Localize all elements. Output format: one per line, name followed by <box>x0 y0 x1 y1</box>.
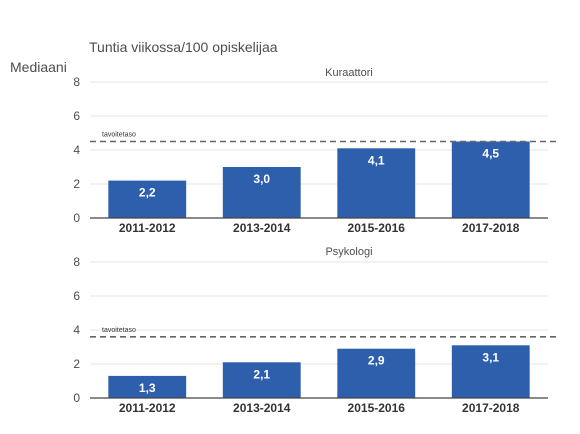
bar <box>222 362 301 398</box>
bar-value-label: 2,2 <box>139 186 156 200</box>
y-tick-label: 4 <box>73 143 80 157</box>
bar-value-label: 1,3 <box>139 381 156 395</box>
chart-panel: Psykologi 0 2 4 6 8 1,3 2011-2012 2,1 2013-2014 2,… <box>73 246 558 415</box>
y-tick-label: 4 <box>73 323 80 337</box>
bar <box>108 375 187 398</box>
y-tick-label: 2 <box>73 177 80 191</box>
y-tick-label: 0 <box>73 211 80 225</box>
x-tick-label: 2017-2018 <box>462 221 520 235</box>
bar-value-label: 4,5 <box>482 147 499 161</box>
target-line-label: tavoitetaso <box>102 327 136 334</box>
bar-value-label: 4,1 <box>368 153 385 167</box>
bar-value-label: 2,1 <box>253 367 270 381</box>
y-tick-label: 8 <box>73 75 80 89</box>
y-axis-label: Mediaani <box>10 59 67 75</box>
bar-value-label: 2,9 <box>368 354 385 368</box>
target-line-label: tavoitetaso <box>102 132 136 139</box>
x-tick-label: 2011-2012 <box>119 221 176 235</box>
y-tick-label: 2 <box>73 357 80 371</box>
bar <box>451 345 530 398</box>
chart-panel: Kuraattori 0 2 4 6 8 2,2 2011-2012 3,0 2013-2014 4… <box>73 67 558 235</box>
panel-title: Psykologi <box>325 246 372 258</box>
x-tick-label: 2017-2018 <box>462 401 520 415</box>
y-tick-label: 8 <box>73 255 80 269</box>
y-tick-label: 6 <box>73 289 80 303</box>
bar <box>337 148 416 218</box>
bar <box>337 348 416 398</box>
x-tick-label: 2015-2016 <box>348 221 406 235</box>
y-tick-label: 0 <box>73 391 80 405</box>
bar-value-label: 3,1 <box>482 350 499 364</box>
chart-panels: Kuraattori 0 2 4 6 8 2,2 2011-2012 3,0 2013-2014 4… <box>73 67 558 415</box>
panel-title: Kuraattori <box>325 67 373 79</box>
chart-title: Tuntia viikossa/100 opiskelijaa <box>89 39 278 55</box>
x-tick-label: 2011-2012 <box>119 401 176 415</box>
bar <box>108 180 187 218</box>
x-tick-label: 2013-2014 <box>233 221 291 235</box>
y-tick-label: 6 <box>73 109 80 123</box>
bar <box>451 141 530 218</box>
bar-value-label: 3,0 <box>253 172 270 186</box>
bar <box>222 167 301 218</box>
x-tick-label: 2013-2014 <box>233 401 291 415</box>
x-tick-label: 2015-2016 <box>348 401 406 415</box>
